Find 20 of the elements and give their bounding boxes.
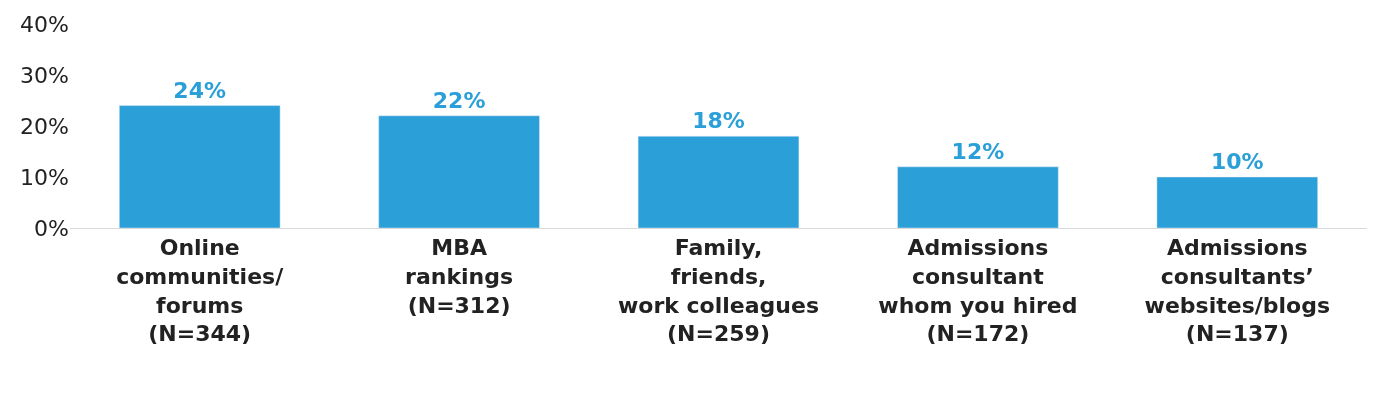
y-tick-label: 40% [20, 11, 69, 37]
bar [897, 166, 1059, 228]
bar [1156, 176, 1318, 228]
y-tick-label: 0% [34, 215, 69, 241]
x-tick-label: Online communities/ forums (N=344) [116, 235, 285, 347]
x-tick-label: Admissions consultants’ websites/blogs (N=137) [1144, 235, 1331, 347]
data-label: 18% [692, 108, 745, 134]
y-tick-label: 30% [20, 62, 69, 88]
x-tick-label: MBA rankings (N=312) [405, 235, 514, 318]
bar [378, 115, 540, 228]
y-tick-label: 10% [20, 164, 69, 190]
data-label: 24% [173, 77, 227, 103]
y-tick-label: 20% [20, 113, 69, 139]
x-tick-label: Admissions consultant whom you hired (N=172) [878, 235, 1078, 347]
data-label: 12% [951, 138, 1005, 164]
bar [119, 105, 281, 228]
data-label: 22% [432, 87, 486, 113]
data-label: 10% [1210, 149, 1264, 174]
bar [637, 135, 800, 228]
x-tick-label: Family, friends, work colleagues (N=259) [617, 235, 820, 347]
